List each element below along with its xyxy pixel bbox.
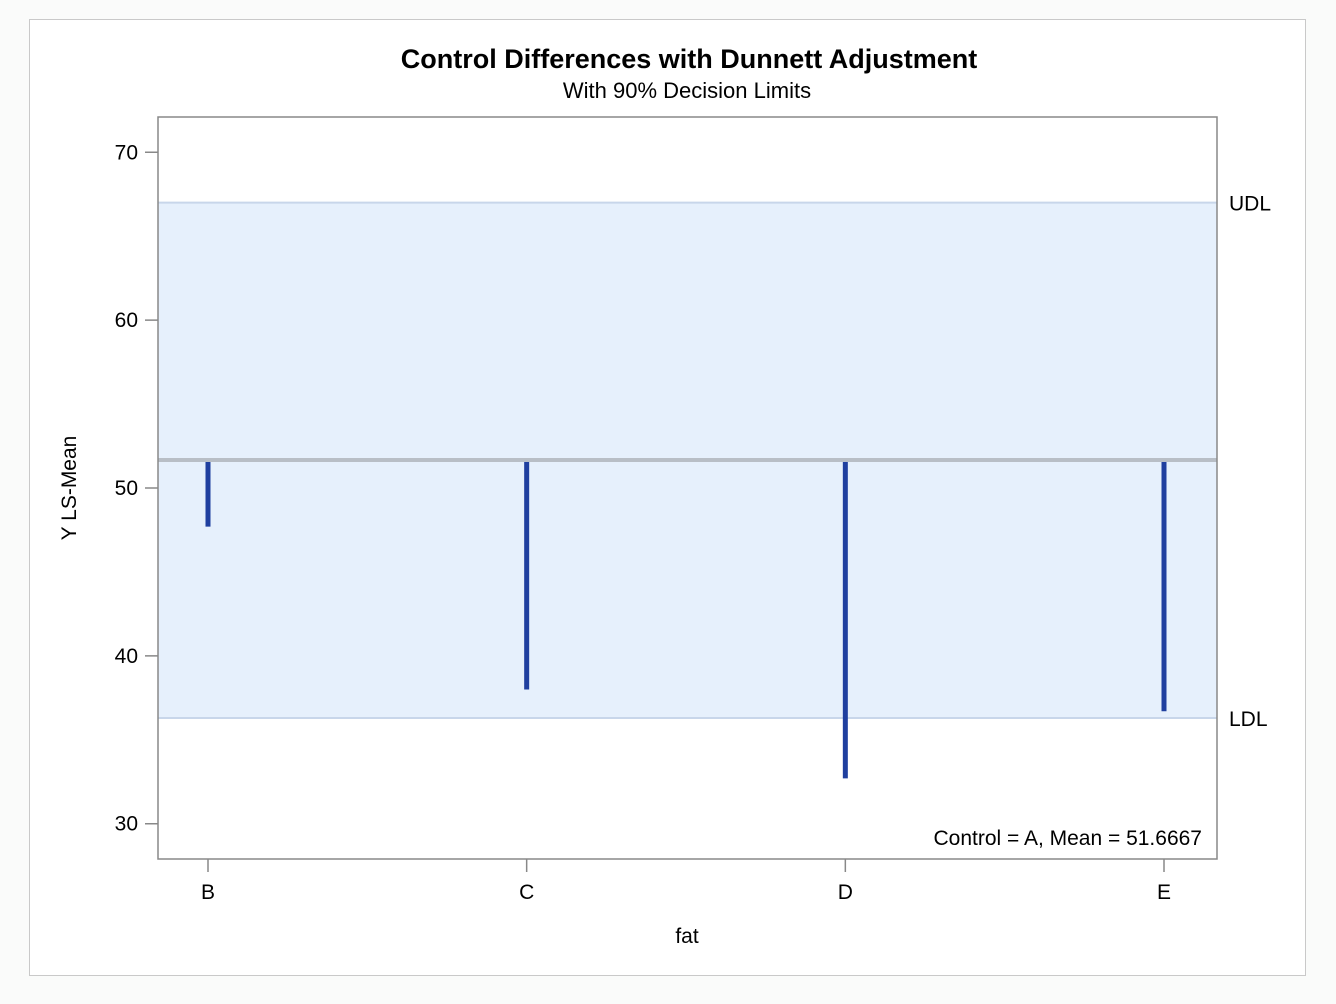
x-axis-label: fat xyxy=(675,925,699,948)
y-tick-label: 40 xyxy=(115,645,138,668)
reference-line-labels: UDL LDL xyxy=(1229,193,1271,731)
y-axis-label: Y LS-Mean xyxy=(58,436,81,541)
chart-subtitle: With 90% Decision Limits xyxy=(563,78,811,103)
x-tick-label: B xyxy=(201,881,215,904)
chart-title: Control Differences with Dunnett Adjustm… xyxy=(401,44,978,74)
chart-frame: Control Differences with Dunnett Adjustm… xyxy=(29,19,1306,976)
x-axis: B C D E xyxy=(201,859,1171,904)
x-tick-label: D xyxy=(838,881,853,904)
reference-label-ldl: LDL xyxy=(1229,708,1268,731)
y-tick-label: 60 xyxy=(115,309,138,332)
chart-svg: Control Differences with Dunnett Adjustm… xyxy=(58,44,1271,948)
y-tick-label: 70 xyxy=(115,141,138,164)
x-tick-label: C xyxy=(519,881,534,904)
reference-label-udl: UDL xyxy=(1229,193,1271,216)
x-tick-label: E xyxy=(1157,881,1171,904)
y-tick-label: 50 xyxy=(115,477,138,500)
y-axis: 30 40 50 60 70 xyxy=(115,141,158,836)
difference-bars xyxy=(205,462,1167,779)
y-tick-label: 30 xyxy=(115,813,138,836)
control-annotation: Control = A, Mean = 51.6667 xyxy=(933,827,1202,850)
